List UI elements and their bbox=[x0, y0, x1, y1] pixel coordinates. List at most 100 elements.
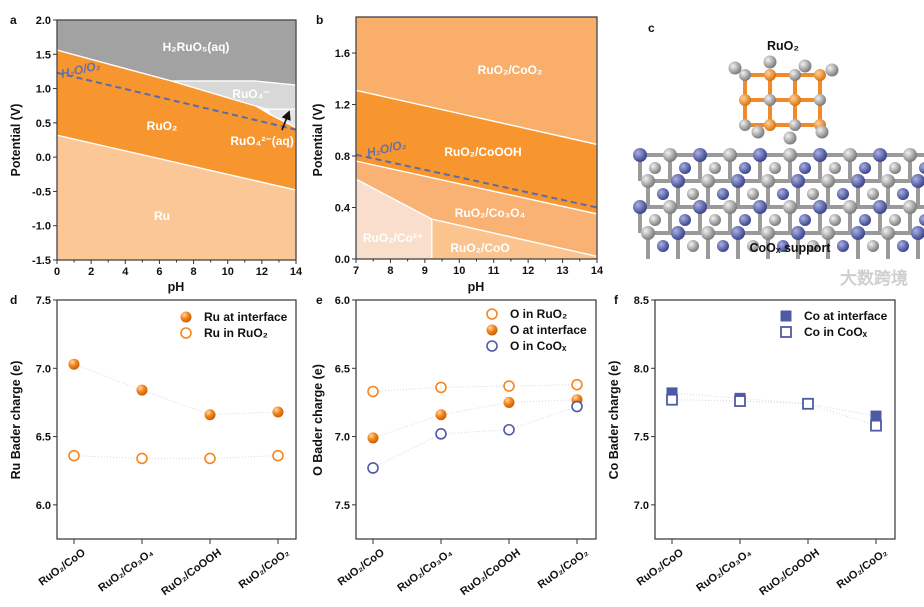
cobalt-atom bbox=[693, 200, 707, 214]
oxygen-atom bbox=[903, 148, 917, 162]
h2o-o2-line bbox=[56, 71, 297, 131]
cobalt-atom bbox=[679, 214, 691, 226]
legend-label: O in RuO₂ bbox=[510, 307, 567, 321]
y-tick-label: 7.0 bbox=[36, 363, 51, 375]
data-point bbox=[68, 358, 80, 370]
oxygen-atom bbox=[687, 188, 699, 200]
oxygen-atom bbox=[881, 174, 895, 188]
legend-label: O at interface bbox=[510, 323, 587, 337]
data-point bbox=[367, 385, 379, 398]
oxygen-atom bbox=[829, 162, 841, 174]
cobalt-atom bbox=[753, 148, 767, 162]
oxygen-atom bbox=[728, 61, 742, 75]
oxygen-atom bbox=[789, 119, 801, 131]
cobalt-atom bbox=[731, 226, 745, 240]
data-point bbox=[136, 384, 148, 396]
x-tick-label: 7 bbox=[353, 265, 359, 277]
legend-label: Ru at interface bbox=[204, 310, 288, 324]
series-line bbox=[73, 363, 279, 416]
category-label: RuO₂/CoOOH bbox=[159, 547, 223, 598]
panel-letter-b: b bbox=[316, 13, 323, 27]
y-axis-label: Ru Bader charge (e) bbox=[9, 361, 23, 480]
x-tick-label: 0 bbox=[54, 266, 60, 278]
bader-panel-e bbox=[352, 299, 597, 544]
region-label: RuO₂/CoO bbox=[450, 241, 509, 255]
data-point bbox=[666, 393, 678, 406]
legend-marker bbox=[486, 324, 498, 336]
data-point bbox=[503, 396, 515, 408]
oxygen-atom bbox=[843, 148, 857, 162]
y-tick-label: 7.5 bbox=[634, 432, 649, 444]
y-axis-label: Potential (V) bbox=[9, 104, 23, 177]
cobalt-atom bbox=[717, 240, 729, 252]
oxygen-atom bbox=[723, 148, 737, 162]
y-axis-label: O Bader charge (e) bbox=[311, 364, 325, 476]
cobalt-atom bbox=[679, 162, 691, 174]
x-tick-label: 10 bbox=[453, 265, 465, 277]
x-tick-label: 9 bbox=[422, 265, 428, 277]
oxygen-atom bbox=[747, 240, 759, 252]
cobalt-atom bbox=[911, 226, 924, 240]
oxygen-atom bbox=[739, 69, 751, 81]
region-label: H₂RuO₅(aq) bbox=[163, 40, 230, 54]
oxygen-atom bbox=[649, 162, 661, 174]
series-line bbox=[372, 406, 578, 469]
legend-marker bbox=[780, 310, 792, 322]
oxygen-atom bbox=[867, 240, 879, 252]
oxygen-atom bbox=[815, 125, 829, 139]
oxygen-atom bbox=[641, 226, 655, 240]
oxygen-atom bbox=[763, 55, 777, 69]
x-axis-label: pH bbox=[468, 280, 485, 294]
ruo2-on-coox-structure bbox=[633, 55, 924, 259]
region-label: RuO₂/CoO₂ bbox=[478, 63, 543, 77]
cobalt-atom bbox=[753, 200, 767, 214]
oxygen-atom bbox=[821, 174, 835, 188]
oxygen-atom bbox=[701, 174, 715, 188]
x-tick-label: 14 bbox=[290, 266, 303, 278]
region-label: Ru bbox=[154, 209, 170, 223]
bader-panel-f bbox=[651, 299, 896, 544]
arrow-icon bbox=[281, 110, 291, 131]
ruthenium-atom bbox=[739, 94, 751, 106]
cobalt-atom bbox=[873, 148, 887, 162]
data-point bbox=[435, 409, 447, 421]
y-tick-label: 7.0 bbox=[634, 500, 649, 512]
oxygen-atom bbox=[769, 162, 781, 174]
cobalt-atom bbox=[873, 200, 887, 214]
legend-marker bbox=[486, 340, 498, 352]
plot-frame bbox=[654, 299, 896, 540]
cobalt-atom bbox=[791, 226, 805, 240]
y-tick-label: 1.0 bbox=[36, 84, 51, 96]
oxygen-atom bbox=[709, 162, 721, 174]
oxygen-atom bbox=[807, 188, 819, 200]
category-label: RuO₂/CoO bbox=[635, 546, 686, 588]
y-tick-label: -1.0 bbox=[32, 221, 51, 233]
data-point bbox=[272, 449, 284, 462]
y-tick-label: 0.8 bbox=[335, 151, 350, 163]
cobalt-atom bbox=[813, 200, 827, 214]
y-tick-label: 6.5 bbox=[335, 363, 350, 375]
series-line bbox=[372, 399, 578, 439]
panel-letter-a: a bbox=[10, 13, 17, 27]
data-point bbox=[802, 397, 814, 410]
oxygen-atom bbox=[814, 94, 826, 106]
ruthenium-atom bbox=[764, 69, 776, 81]
oxygen-atom bbox=[829, 214, 841, 226]
y-tick-label: 1.2 bbox=[335, 100, 350, 112]
region-label: RuO₄²⁻(aq) bbox=[230, 134, 293, 148]
oxygen-atom bbox=[867, 188, 879, 200]
category-label: RuO₂/CoO₂ bbox=[536, 547, 591, 592]
pourbaix-panel-a bbox=[53, 19, 297, 264]
oxygen-atom bbox=[889, 162, 901, 174]
oxygen-atom bbox=[739, 119, 751, 131]
panel-letter-d: d bbox=[10, 293, 17, 307]
cobalt-atom bbox=[799, 162, 811, 174]
y-tick-label: 8.5 bbox=[634, 295, 649, 307]
x-tick-label: 12 bbox=[256, 266, 268, 278]
cobalt-atom bbox=[777, 188, 789, 200]
data-point bbox=[503, 380, 515, 392]
cobalt-atom bbox=[837, 240, 849, 252]
y-axis-label: Co Bader charge (e) bbox=[607, 361, 621, 480]
ruo2-label: RuO₂ bbox=[767, 39, 799, 53]
legend-label: O in CoOₓ bbox=[510, 339, 567, 353]
